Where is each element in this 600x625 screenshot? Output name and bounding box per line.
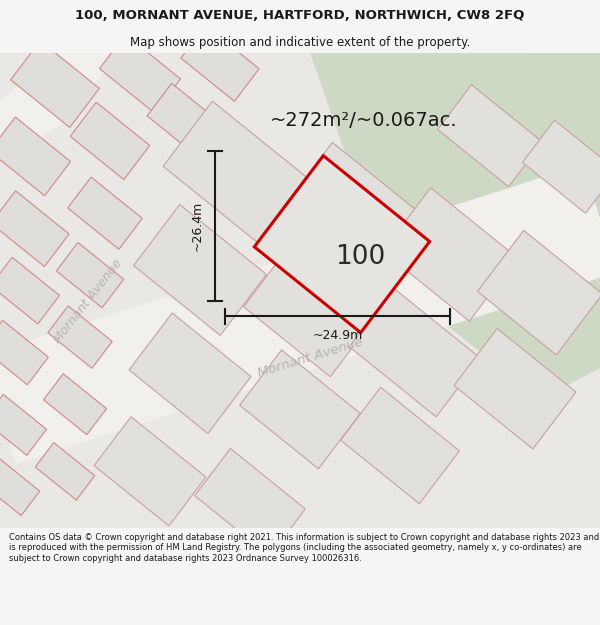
Polygon shape — [341, 388, 460, 504]
Text: 100, MORNANT AVENUE, HARTFORD, NORTHWICH, CW8 2FQ: 100, MORNANT AVENUE, HARTFORD, NORTHWICH… — [76, 9, 524, 22]
Polygon shape — [129, 313, 251, 434]
Text: ~272m²/~0.067ac.: ~272m²/~0.067ac. — [270, 111, 458, 130]
Polygon shape — [437, 85, 542, 187]
Polygon shape — [56, 242, 124, 308]
Text: 100: 100 — [335, 244, 385, 269]
Polygon shape — [239, 350, 361, 469]
Polygon shape — [43, 374, 107, 435]
Polygon shape — [530, 53, 600, 126]
Text: ~24.9m: ~24.9m — [313, 329, 362, 341]
Polygon shape — [310, 53, 600, 399]
Polygon shape — [454, 329, 576, 449]
Polygon shape — [94, 417, 206, 526]
Polygon shape — [130, 286, 280, 348]
Polygon shape — [0, 117, 71, 196]
Polygon shape — [181, 26, 259, 101]
Polygon shape — [523, 120, 600, 213]
Polygon shape — [383, 188, 517, 321]
Polygon shape — [100, 34, 181, 113]
Polygon shape — [283, 142, 427, 284]
Polygon shape — [163, 101, 307, 242]
Text: Mornant Avenue: Mornant Avenue — [51, 256, 125, 346]
Text: Contains OS data © Crown copyright and database right 2021. This information is : Contains OS data © Crown copyright and d… — [9, 533, 599, 562]
Polygon shape — [0, 394, 47, 456]
Polygon shape — [0, 53, 600, 528]
Text: Map shows position and indicative extent of the property.: Map shows position and indicative extent… — [130, 36, 470, 49]
Polygon shape — [478, 231, 600, 355]
Polygon shape — [48, 306, 112, 368]
Polygon shape — [0, 258, 59, 324]
Polygon shape — [0, 320, 49, 385]
Polygon shape — [11, 41, 100, 127]
Polygon shape — [35, 442, 95, 500]
Polygon shape — [147, 83, 223, 157]
Polygon shape — [254, 156, 430, 332]
Polygon shape — [0, 164, 600, 464]
Polygon shape — [0, 458, 40, 516]
Polygon shape — [0, 191, 69, 266]
Polygon shape — [349, 288, 481, 417]
Polygon shape — [244, 246, 376, 377]
Polygon shape — [70, 102, 150, 179]
Polygon shape — [68, 177, 142, 249]
Polygon shape — [134, 204, 266, 336]
Text: ~26.4m: ~26.4m — [191, 201, 203, 251]
Text: Mornant Avenue: Mornant Avenue — [256, 336, 364, 380]
Polygon shape — [0, 53, 120, 161]
Polygon shape — [195, 449, 305, 556]
